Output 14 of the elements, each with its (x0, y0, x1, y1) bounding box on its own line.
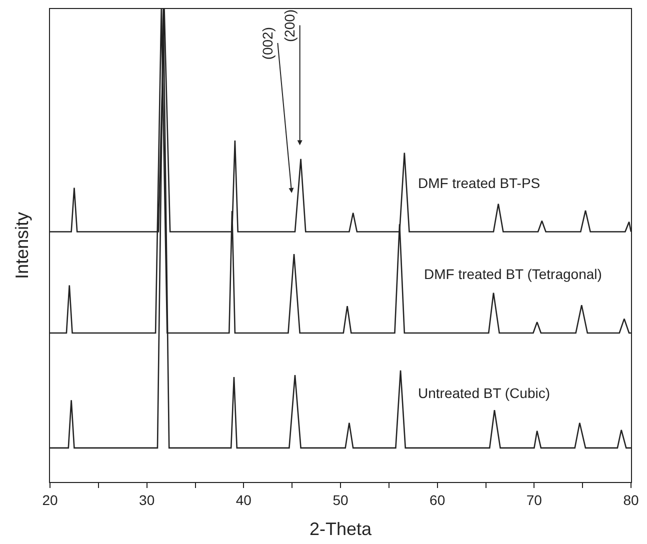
x-tick-label: 40 (236, 492, 252, 508)
annotation: (002) (260, 27, 276, 60)
x-axis-title: 2-Theta (309, 519, 372, 539)
x-tick-label: 60 (430, 492, 446, 508)
series-label: DMF treated BT (Tetragonal) (424, 266, 602, 282)
y-axis-title: Intensity (12, 212, 32, 280)
x-tick-label: 50 (332, 492, 348, 508)
annotation: (200) (282, 9, 298, 42)
series-label: Untreated BT (Cubic) (418, 385, 550, 401)
x-tick-label: 30 (139, 492, 155, 508)
series-label: DMF treated BT-PS (418, 175, 540, 191)
x-tick-label: 70 (526, 492, 542, 508)
x-tick-label: 80 (623, 492, 639, 508)
x-tick-label: 20 (42, 492, 58, 508)
